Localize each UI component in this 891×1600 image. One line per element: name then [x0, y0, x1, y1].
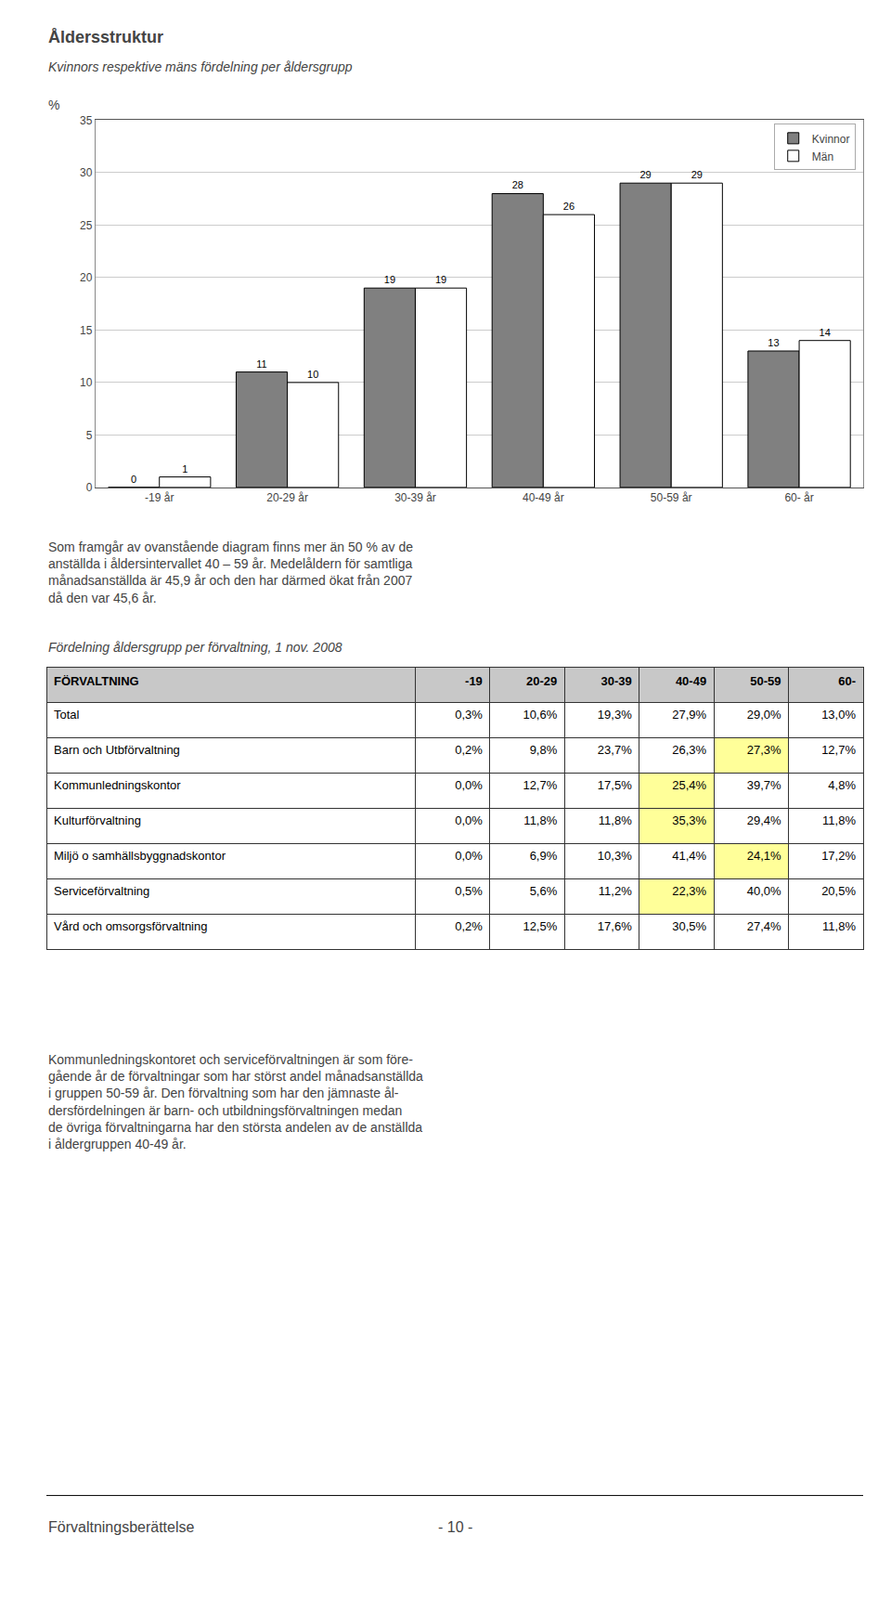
- svg-text:Kvinnor: Kvinnor: [812, 132, 851, 146]
- svg-text:0,3%: 0,3%: [454, 707, 483, 722]
- svg-text:26,3%: 26,3%: [671, 742, 707, 757]
- svg-text:- 10 -: - 10 -: [438, 1518, 473, 1535]
- svg-text:Kvinnors respektive mäns förde: Kvinnors respektive mäns fördelning per …: [48, 59, 353, 75]
- svg-text:19: 19: [435, 273, 447, 285]
- svg-text:20,5%: 20,5%: [821, 883, 856, 898]
- svg-text:Förvaltningsberättelse: Förvaltningsberättelse: [48, 1518, 195, 1535]
- svg-text:0: 0: [130, 473, 137, 485]
- svg-text:40-49 år: 40-49 år: [522, 490, 565, 504]
- svg-text:0,0%: 0,0%: [454, 848, 483, 863]
- svg-text:41,4%: 41,4%: [671, 848, 707, 863]
- svg-text:0,5%: 0,5%: [454, 883, 483, 898]
- svg-text:29: 29: [691, 168, 703, 181]
- svg-text:5,6%: 5,6%: [529, 883, 558, 898]
- svg-text:28: 28: [512, 179, 524, 191]
- svg-text:13: 13: [767, 336, 779, 349]
- svg-text:30-39: 30-39: [600, 673, 632, 688]
- svg-text:10: 10: [307, 368, 319, 380]
- svg-text:10: 10: [79, 375, 93, 389]
- svg-text:30: 30: [79, 166, 93, 180]
- svg-text:27,3%: 27,3%: [747, 742, 782, 757]
- svg-text:40,0%: 40,0%: [747, 883, 782, 898]
- svg-text:10,6%: 10,6%: [522, 707, 557, 722]
- svg-text:11,2%: 11,2%: [598, 883, 633, 898]
- svg-text:0,0%: 0,0%: [454, 813, 483, 827]
- svg-text:Åldersstruktur: Åldersstruktur: [48, 27, 164, 47]
- svg-text:FÖRVALTNING: FÖRVALTNING: [53, 673, 140, 688]
- svg-text:0,2%: 0,2%: [454, 918, 483, 933]
- svg-text:11,8%: 11,8%: [523, 813, 557, 827]
- svg-text:Miljö o samhällsbyggnadskontor: Miljö o samhällsbyggnadskontor: [53, 848, 227, 863]
- svg-text:14: 14: [819, 326, 831, 338]
- svg-text:29: 29: [640, 168, 652, 181]
- svg-text:50-59 år: 50-59 år: [650, 490, 693, 504]
- svg-text:Barn och Utbförvaltning: Barn och Utbförvaltning: [53, 742, 181, 757]
- svg-text:20: 20: [79, 271, 93, 285]
- svg-text:35,3%: 35,3%: [671, 813, 707, 827]
- svg-text:17,6%: 17,6%: [597, 918, 633, 933]
- svg-text:4,8%: 4,8%: [827, 777, 856, 792]
- svg-text:29,0%: 29,0%: [747, 707, 782, 722]
- svg-text:29,4%: 29,4%: [747, 813, 782, 827]
- svg-text:0,2%: 0,2%: [454, 742, 483, 757]
- svg-text:60-: 60-: [838, 673, 856, 688]
- svg-text:Män: Män: [812, 150, 834, 164]
- svg-text:17,5%: 17,5%: [597, 777, 633, 792]
- svg-text:50-59: 50-59: [749, 673, 781, 688]
- svg-text:5: 5: [86, 428, 93, 442]
- svg-text:60- år: 60- år: [784, 490, 814, 504]
- svg-text:%: %: [48, 97, 60, 113]
- svg-text:11,8%: 11,8%: [598, 813, 633, 827]
- svg-text:24,1%: 24,1%: [747, 848, 782, 863]
- svg-text:25: 25: [79, 219, 93, 233]
- svg-text:19: 19: [384, 273, 396, 285]
- svg-text:Total: Total: [53, 707, 80, 722]
- svg-text:22,3%: 22,3%: [671, 883, 707, 898]
- svg-text:27,9%: 27,9%: [671, 707, 707, 722]
- svg-text:Vård och omsorgsförvaltning: Vård och omsorgsförvaltning: [53, 918, 207, 933]
- svg-text:Kommunledningskontor: Kommunledningskontor: [53, 777, 181, 792]
- svg-text:Som framgår av ovanstående dia: Som framgår av ovanstående diagram finns…: [48, 539, 414, 606]
- svg-text:15: 15: [79, 323, 93, 337]
- svg-text:40-49: 40-49: [675, 673, 707, 688]
- svg-text:17,2%: 17,2%: [821, 848, 856, 863]
- svg-text:30-39 år: 30-39 år: [394, 490, 437, 504]
- svg-text:9,8%: 9,8%: [529, 742, 558, 757]
- svg-text:-19 år: -19 år: [144, 490, 174, 504]
- svg-text:12,7%: 12,7%: [522, 777, 557, 792]
- svg-text:0,0%: 0,0%: [454, 777, 483, 792]
- svg-text:Kommunledningskontoret och ser: Kommunledningskontoret och serviceförval…: [48, 1051, 424, 1151]
- svg-text:27,4%: 27,4%: [747, 918, 782, 933]
- svg-text:0: 0: [86, 480, 93, 494]
- svg-text:19,3%: 19,3%: [597, 707, 633, 722]
- svg-text:-19: -19: [464, 673, 483, 688]
- svg-text:Kulturförvaltning: Kulturförvaltning: [53, 813, 142, 827]
- svg-text:Serviceförvaltning: Serviceförvaltning: [53, 883, 150, 898]
- svg-text:39,7%: 39,7%: [747, 777, 782, 792]
- svg-text:23,7%: 23,7%: [597, 742, 633, 757]
- svg-text:12,7%: 12,7%: [821, 742, 856, 757]
- svg-text:11,8%: 11,8%: [822, 813, 856, 827]
- svg-text:6,9%: 6,9%: [529, 848, 558, 863]
- svg-text:12,5%: 12,5%: [522, 918, 557, 933]
- svg-text:30,5%: 30,5%: [671, 918, 707, 933]
- svg-text:Fördelning åldersgrupp per för: Fördelning åldersgrupp per förvaltning, …: [48, 639, 343, 655]
- svg-text:1: 1: [181, 463, 188, 475]
- svg-text:35: 35: [79, 114, 93, 128]
- svg-text:20-29 år: 20-29 år: [266, 490, 309, 504]
- svg-text:26: 26: [563, 200, 575, 212]
- svg-text:25,4%: 25,4%: [671, 777, 707, 792]
- svg-text:20-29: 20-29: [526, 673, 557, 688]
- svg-text:13,0%: 13,0%: [821, 707, 856, 722]
- svg-text:11: 11: [256, 358, 267, 370]
- svg-text:10,3%: 10,3%: [597, 848, 633, 863]
- svg-text:11,8%: 11,8%: [822, 918, 856, 933]
